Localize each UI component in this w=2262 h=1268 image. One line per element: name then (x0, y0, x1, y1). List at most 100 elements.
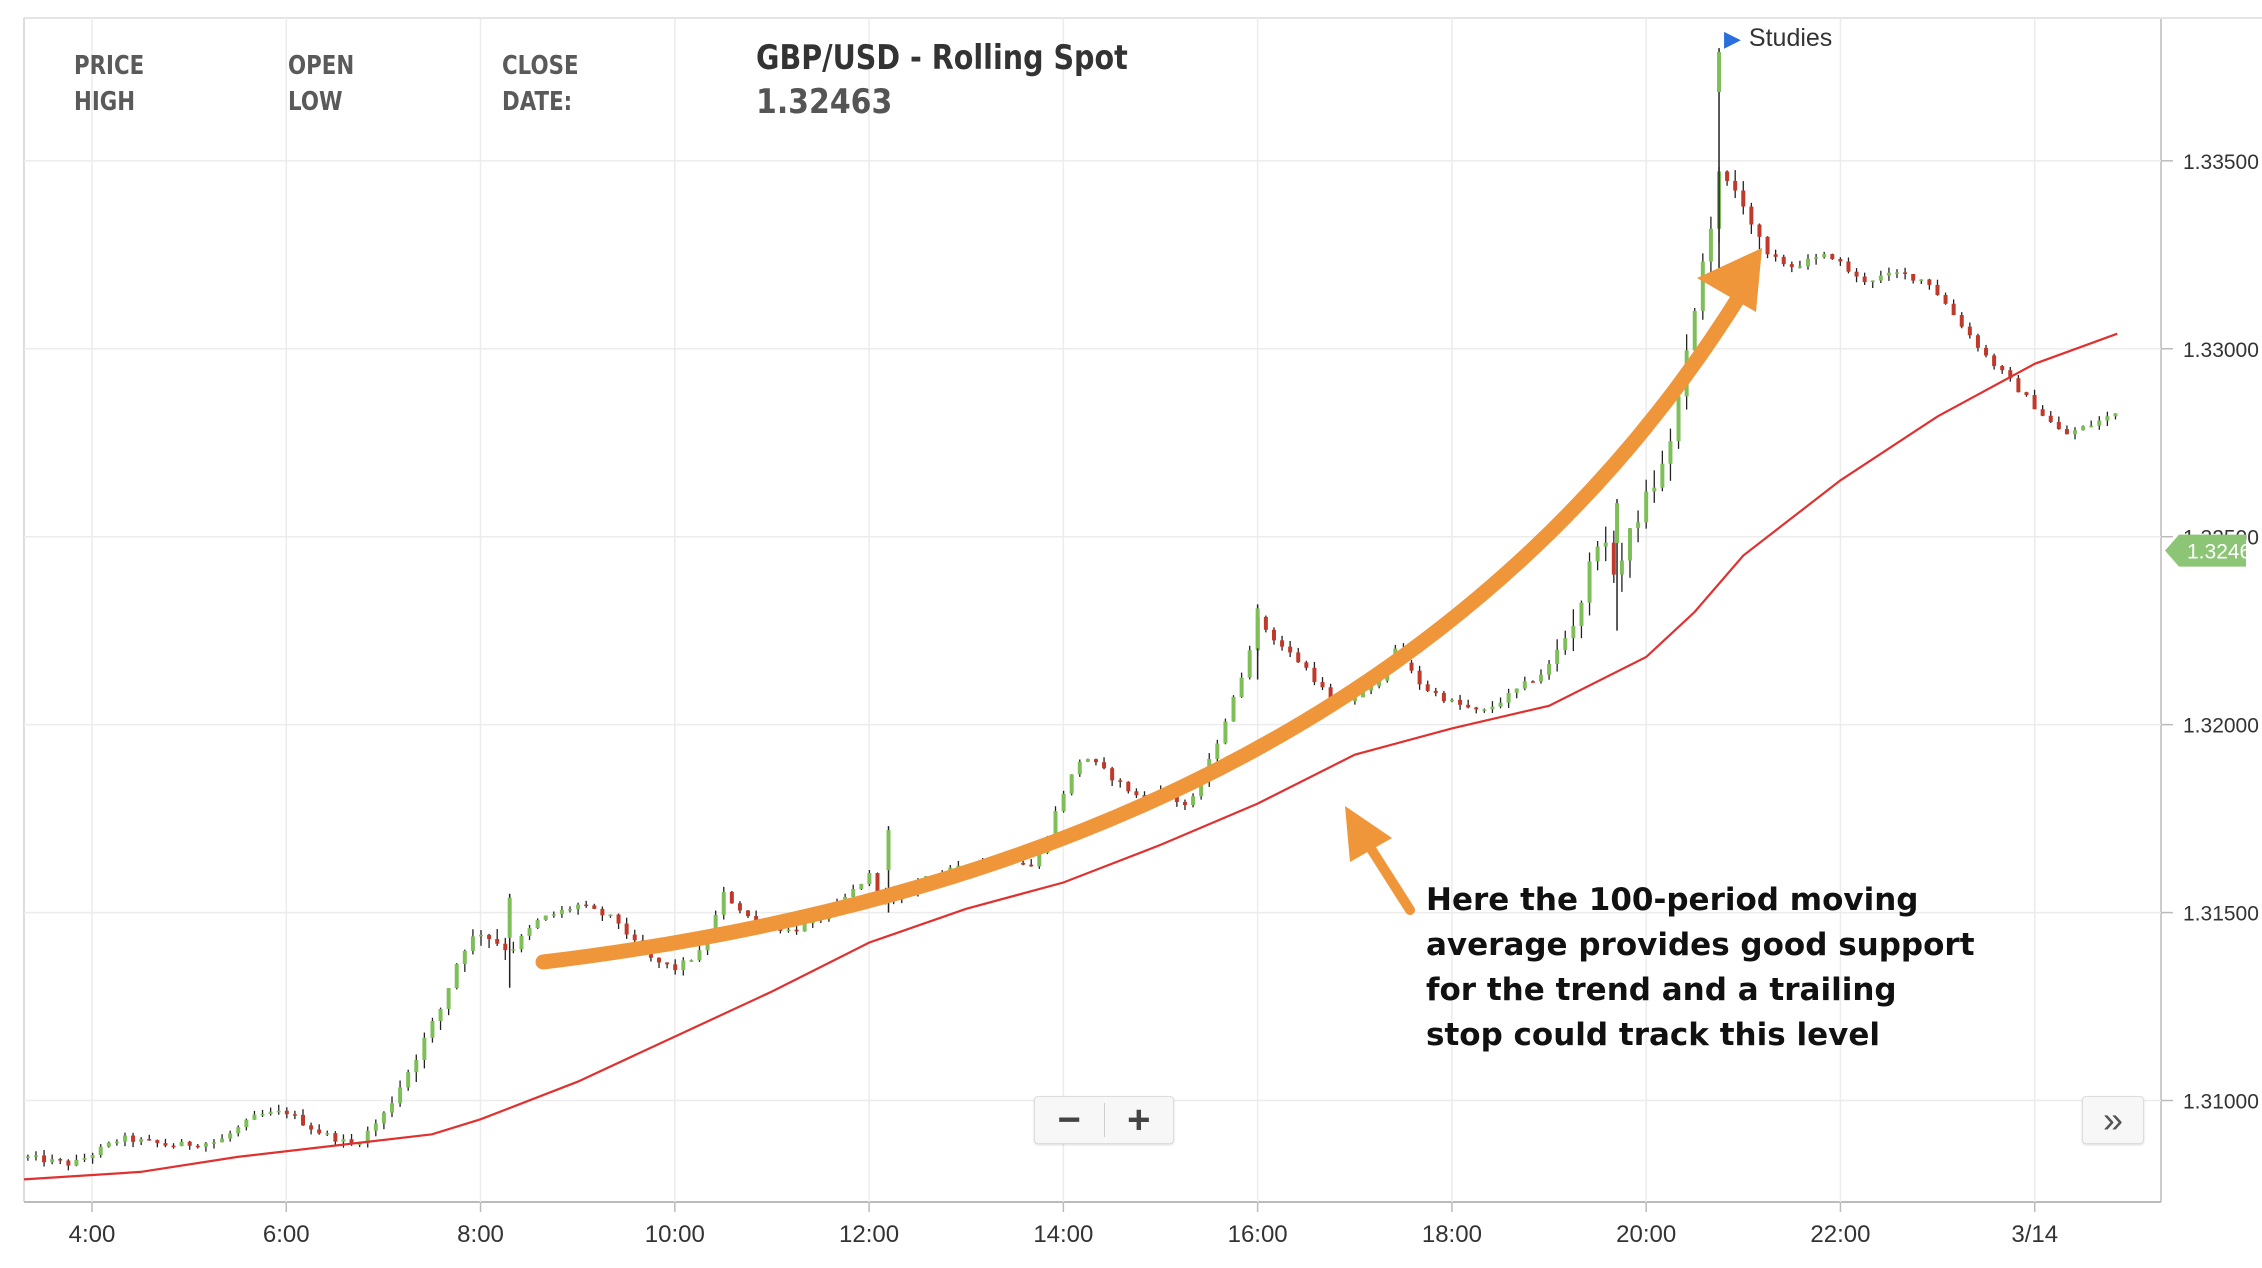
candle-body (1927, 279, 1932, 285)
candle-body (875, 873, 880, 892)
candle-body (786, 929, 791, 932)
candle-body (1781, 256, 1786, 265)
candle-body (470, 936, 475, 951)
candle-body (2024, 392, 2029, 396)
zoom-in-button[interactable]: + (1127, 1098, 1151, 1142)
candle-body (737, 903, 742, 911)
candle-body (1595, 546, 1600, 562)
candle-body (1773, 254, 1778, 257)
candle-body (66, 1160, 71, 1166)
candle-body (1806, 258, 1811, 267)
candle-body (1967, 326, 1972, 336)
candle-body (1555, 649, 1560, 665)
candle-body (1838, 259, 1843, 262)
candle-body (1409, 662, 1414, 671)
candle-body (648, 952, 653, 958)
candle-body (106, 1142, 111, 1147)
candle-body (203, 1143, 208, 1147)
candle-body (2105, 416, 2110, 421)
candle-body (1029, 864, 1034, 867)
candle-body (1021, 862, 1026, 865)
spike-body (886, 830, 891, 871)
candle-body (98, 1146, 103, 1156)
candle-body (1547, 664, 1552, 675)
candle-body (1239, 677, 1244, 697)
x-tick-label: 22:00 (1810, 1221, 1870, 1248)
candle-body (1522, 681, 1527, 689)
candle-body (956, 865, 961, 868)
candle-body (503, 943, 508, 951)
candle-body (1288, 646, 1293, 653)
candle-body (584, 904, 589, 907)
candle-body (1037, 852, 1042, 867)
candle-body (25, 1156, 30, 1158)
candle-body (1134, 791, 1139, 796)
y-tick-label: 1.31500 (2183, 903, 2259, 926)
candle-body (1514, 688, 1519, 693)
candle-body (1571, 626, 1576, 639)
candle-body (357, 1143, 362, 1145)
candle-body (349, 1139, 354, 1144)
candle-body (300, 1114, 305, 1126)
candle-body (632, 934, 637, 941)
candle-body (1231, 696, 1236, 722)
candle-body (2081, 426, 2086, 431)
x-tick-label: 3/14 (2011, 1221, 2058, 1248)
candle-body (1320, 682, 1325, 688)
candle-body (147, 1139, 152, 1141)
price-label: PRICE (74, 51, 145, 81)
studies-toggle[interactable]: ▶ Studies (1724, 24, 1832, 53)
candle-body (1377, 680, 1382, 687)
candle-body (1959, 315, 1964, 327)
candle-body (1992, 355, 1997, 367)
instrument-price: 1.32463 (756, 82, 893, 122)
candle-body (122, 1135, 127, 1142)
candle-body (665, 962, 670, 965)
candle-body (2016, 378, 2021, 393)
candle-body (1903, 272, 1908, 274)
candle-body (851, 888, 856, 897)
y-tick-label: 1.33500 (2183, 151, 2259, 174)
candle-body (1102, 762, 1107, 769)
close-label: CLOSE (502, 51, 579, 81)
x-tick-label: 18:00 (1422, 1221, 1482, 1248)
candle-body (1433, 690, 1438, 693)
candle-body (1425, 684, 1430, 691)
candle-body (1498, 702, 1503, 707)
candle-body (1830, 254, 1835, 260)
candle-body (1069, 774, 1074, 794)
scroll-to-end-button[interactable]: » (2082, 1096, 2144, 1144)
candle-body (1506, 692, 1511, 703)
candle-body (1417, 670, 1422, 685)
candle-body (179, 1141, 184, 1147)
candle-body (576, 904, 581, 910)
candle-body (195, 1145, 200, 1148)
candle-body (1563, 638, 1568, 650)
candle-body (1636, 522, 1641, 529)
candle-body (1304, 662, 1309, 668)
annotation-text: Here the 100-period moving average provi… (1426, 882, 1975, 1053)
candle-body (187, 1141, 192, 1146)
candle-body (1490, 706, 1495, 710)
candle-body (1061, 793, 1066, 812)
candle-body (1312, 667, 1317, 683)
candle-body (527, 928, 532, 936)
candle-body (373, 1123, 378, 1131)
candle-body (754, 916, 759, 921)
candle-body (42, 1155, 47, 1163)
candle-body (131, 1135, 136, 1142)
candle-body (276, 1110, 281, 1113)
zoom-out-button[interactable]: − (1057, 1098, 1081, 1142)
candle-body (1733, 180, 1738, 191)
candle-body (1878, 275, 1883, 281)
candle-body (236, 1127, 241, 1134)
candle-body (559, 909, 564, 915)
candle-body (365, 1130, 370, 1144)
candle-body (2113, 413, 2118, 417)
candle-body (74, 1159, 79, 1166)
candle-body (1482, 709, 1487, 711)
candle-body (446, 988, 451, 1009)
candle-body (1708, 228, 1713, 262)
